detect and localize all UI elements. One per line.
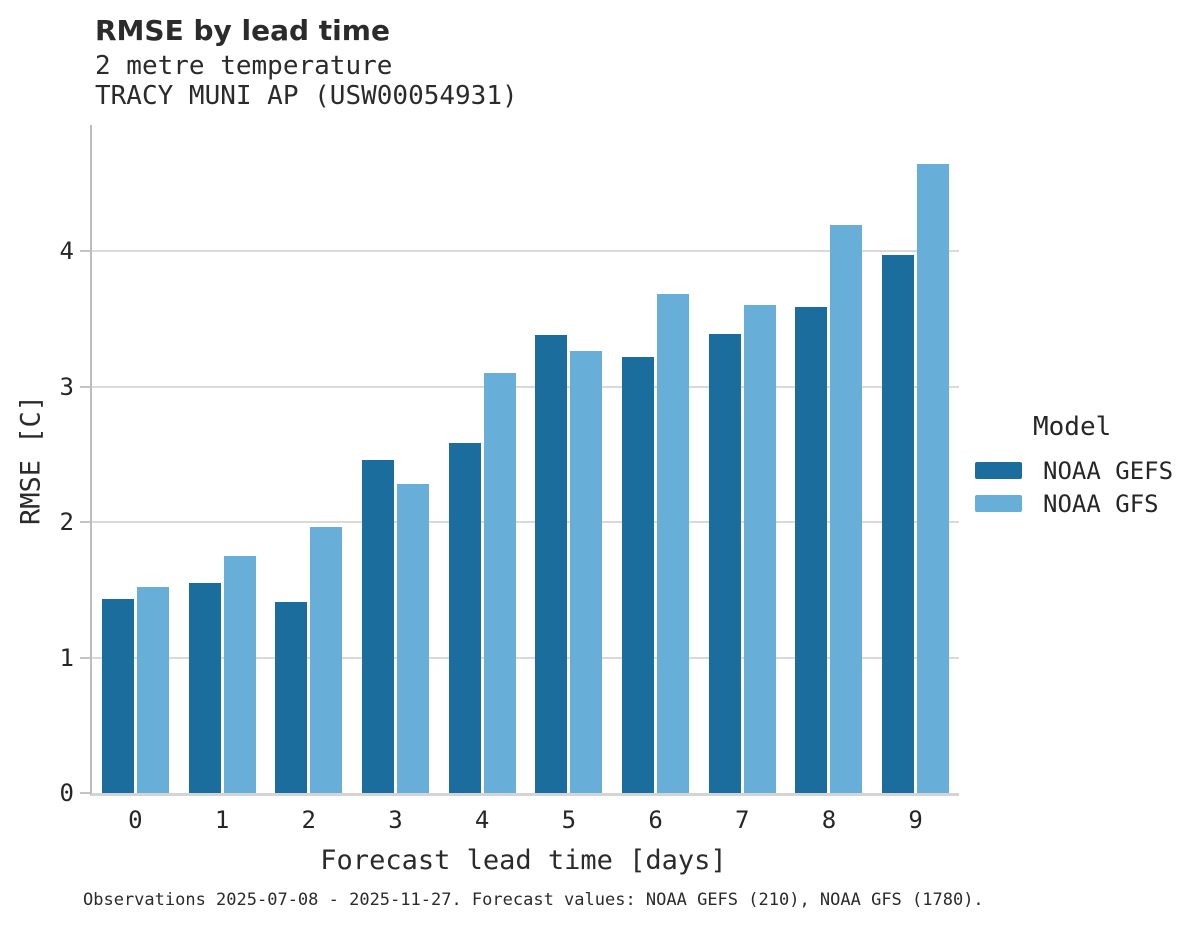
y-tick-1 [80,656,90,659]
x-tick-label-2: 2 [301,806,316,834]
gridline-y-1 [92,656,959,659]
x-tick-label-8: 8 [821,806,837,834]
y-tick-0 [80,792,90,794]
y-axis-label: RMSE [C] [15,394,47,526]
chart-subtitle-station: TRACY MUNI AP (USW00054931) [95,81,518,111]
bar-noaa-gefs-lead-7 [708,333,741,793]
x-tick-label-0: 0 [128,806,143,834]
y-tick-label-0: 0 [59,779,74,807]
y-tick-3 [80,385,90,388]
bar-noaa-gfs-lead-8 [830,225,863,793]
bar-noaa-gfs-lead-0 [136,587,169,793]
bar-noaa-gfs-lead-6 [657,294,690,793]
x-tick-label-6: 6 [648,806,663,834]
bar-noaa-gefs-lead-0 [101,599,134,793]
y-tick-label-2: 2 [59,508,74,536]
legend-item-noaa-gfs: NOAA GFS [975,487,1190,520]
plot-area: 0 1 2 3 4 0 1 2 3 4 5 6 7 8 9 [60,125,959,832]
bar-noaa-gfs-lead-9 [917,164,950,793]
gridline-y-3 [92,385,959,388]
x-tick-label-5: 5 [561,806,577,834]
x-tick-label-1: 1 [214,806,230,834]
gridline-y-4 [92,250,959,252]
x-tick-label-7: 7 [735,806,750,834]
legend-title: Model [1033,412,1112,442]
bar-noaa-gefs-lead-5 [535,335,568,793]
bar-noaa-gfs-lead-3 [396,484,429,793]
bar-noaa-gefs-lead-6 [622,356,655,793]
footer-caption: Observations 2025-07-08 - 2025-11-27. Fo… [83,890,984,910]
y-tick-4 [80,250,90,252]
legend: Model NOAA GEFS NOAA GFS [975,412,1190,520]
bar-noaa-gfs-lead-5 [570,351,603,793]
bar-noaa-gefs-lead-3 [361,459,394,793]
x-tick-label-3: 3 [388,806,403,834]
chart-subtitle-variable: 2 metre temperature [95,51,393,81]
bar-noaa-gefs-lead-8 [795,306,828,793]
y-tick-label-3: 3 [59,372,74,401]
bar-noaa-gfs-lead-4 [483,372,516,793]
bar-noaa-gfs-lead-7 [743,305,776,793]
gridline-y-2 [92,521,959,523]
legend-label-noaa-gefs: NOAA GEFS [1043,456,1174,485]
bar-noaa-gfs-lead-2 [310,527,343,793]
bar-noaa-gefs-lead-4 [448,443,481,793]
x-axis-label: Forecast lead time [days] [320,845,727,876]
legend-label-noaa-gfs: NOAA GFS [1043,489,1159,518]
y-tick-2 [80,521,90,523]
x-tick-label-4: 4 [474,806,490,834]
y-tick-label-1: 1 [59,643,74,672]
x-tick-label-9: 9 [908,806,923,834]
chart-title: RMSE by lead time [95,14,390,47]
bar-noaa-gfs-lead-1 [223,555,256,793]
bar-noaa-gefs-lead-2 [275,601,308,793]
bar-noaa-gefs-lead-9 [882,255,915,793]
legend-swatch-noaa-gfs [975,495,1022,512]
legend-item-noaa-gefs: NOAA GEFS [975,454,1190,487]
y-tick-label-4: 4 [59,237,74,265]
legend-swatch-noaa-gefs [975,462,1022,479]
bar-noaa-gefs-lead-1 [188,582,221,793]
